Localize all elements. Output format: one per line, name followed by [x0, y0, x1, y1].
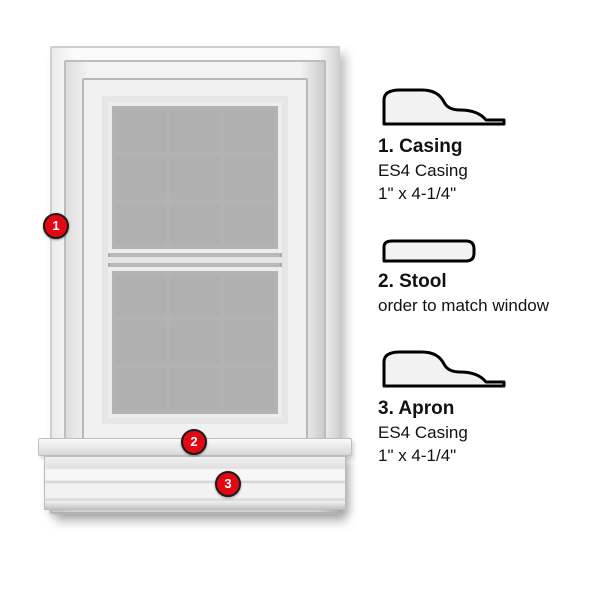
legend-sub: order to match window — [378, 295, 578, 316]
legend-sub: 1" x 4-1/4" — [378, 183, 578, 204]
sash-area — [102, 96, 288, 424]
legend-sub: ES4 Casing — [378, 422, 578, 443]
legend-sub: ES4 Casing — [378, 160, 578, 181]
casing-profile-icon — [378, 84, 510, 130]
legend-item-apron: 3. Apron ES4 Casing 1" x 4-1/4" — [378, 346, 578, 467]
meeting-rail — [108, 257, 282, 263]
legend-sub: 1" x 4-1/4" — [378, 445, 578, 466]
apron — [44, 456, 346, 510]
legend-title: 3. Apron — [378, 398, 578, 420]
callout-badge-1: 1 — [43, 213, 69, 239]
legend-item-stool: 2. Stool order to match window — [378, 235, 578, 316]
legend: 1. Casing ES4 Casing 1" x 4-1/4" 2. Stoo… — [378, 84, 578, 496]
stool-profile-icon — [378, 235, 480, 265]
upper-sash — [108, 102, 282, 253]
legend-title: 1. Casing — [378, 136, 578, 158]
diagram-stage: 1 2 3 1. Casing ES4 Casing 1" x 4-1/4" 2… — [0, 0, 600, 600]
lower-sash — [108, 267, 282, 418]
legend-title: 2. Stool — [378, 271, 578, 293]
apron-profile-icon — [378, 346, 510, 392]
callout-badge-3: 3 — [215, 471, 241, 497]
callout-badge-2: 2 — [181, 429, 207, 455]
legend-item-casing: 1. Casing ES4 Casing 1" x 4-1/4" — [378, 84, 578, 205]
